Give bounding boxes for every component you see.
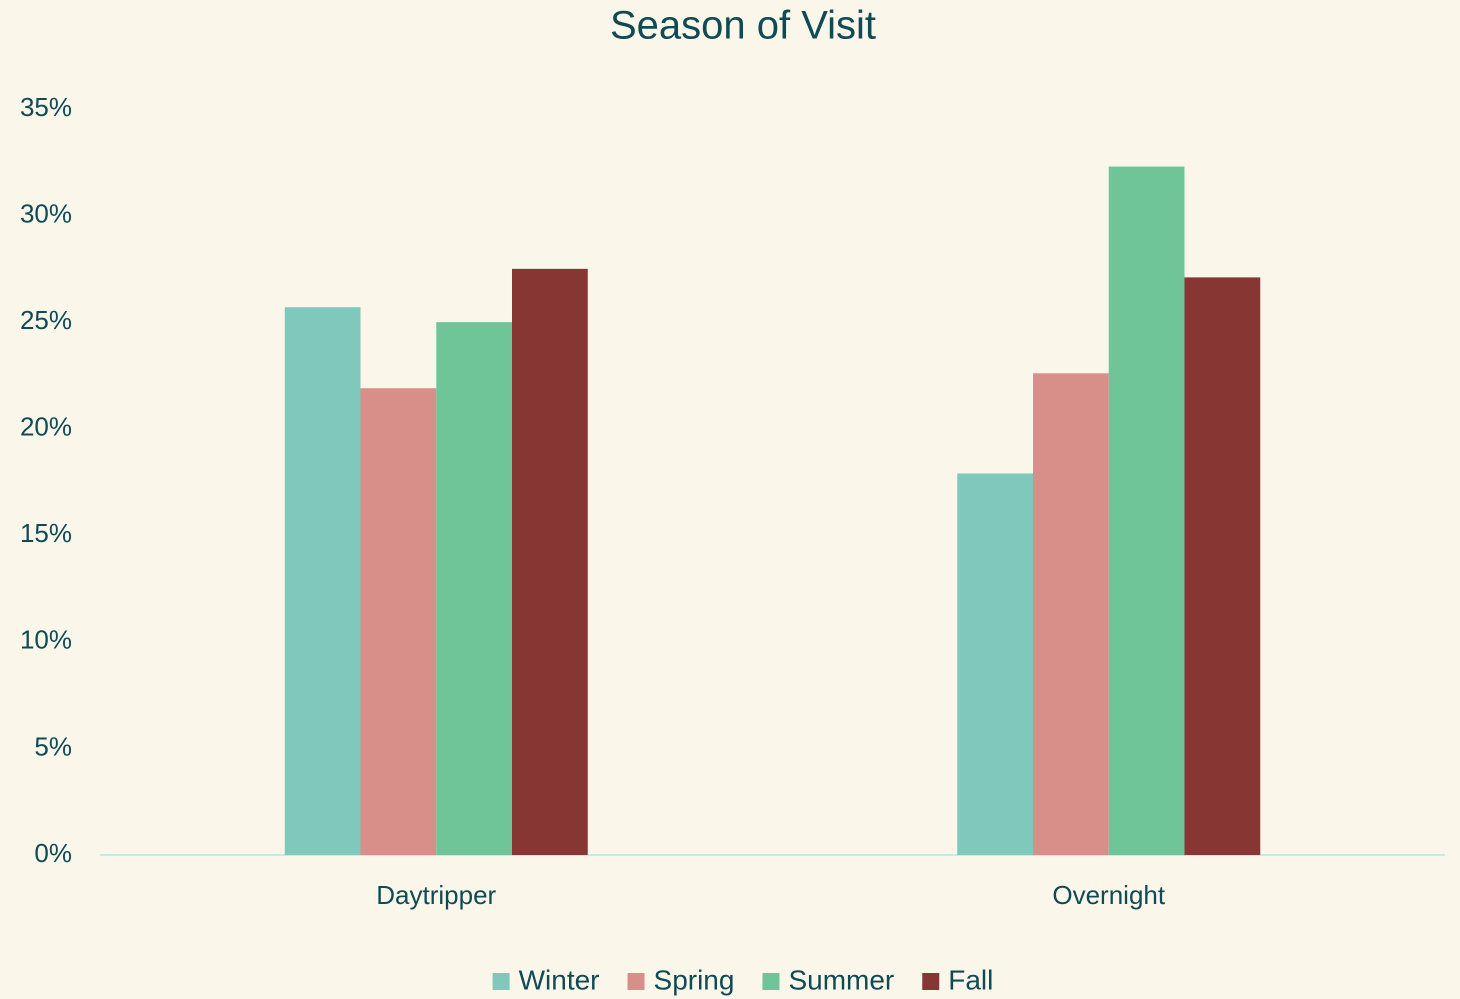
y-tick-label: 10%	[20, 625, 72, 655]
y-tick-label: 25%	[20, 305, 72, 335]
y-tick-label: 20%	[20, 412, 72, 442]
bar	[1033, 373, 1109, 855]
bar	[360, 388, 437, 855]
y-tick-label: 5%	[34, 731, 72, 761]
y-tick-label: 35%	[20, 92, 72, 122]
legend-label: Fall	[948, 964, 993, 995]
legend-swatch	[922, 973, 940, 990]
legend-label: Winter	[519, 964, 600, 995]
y-tick-label: 0%	[34, 838, 72, 868]
bar	[957, 473, 1033, 855]
x-tick-label: Overnight	[1052, 880, 1165, 910]
y-tick-label: 15%	[20, 518, 72, 548]
x-tick-label: Daytripper	[376, 880, 496, 910]
legend-swatch	[492, 973, 510, 990]
legend-swatch	[627, 973, 645, 990]
chart-title: Season of Visit	[610, 4, 876, 48]
legend-label: Spring	[654, 964, 735, 995]
bar	[284, 307, 361, 855]
bar	[436, 322, 512, 856]
legend-swatch	[762, 973, 780, 990]
bar	[1108, 166, 1185, 855]
legend-label: Summer	[788, 964, 894, 995]
y-tick-label: 30%	[20, 198, 72, 228]
bar	[1184, 277, 1261, 856]
bar	[512, 268, 588, 855]
